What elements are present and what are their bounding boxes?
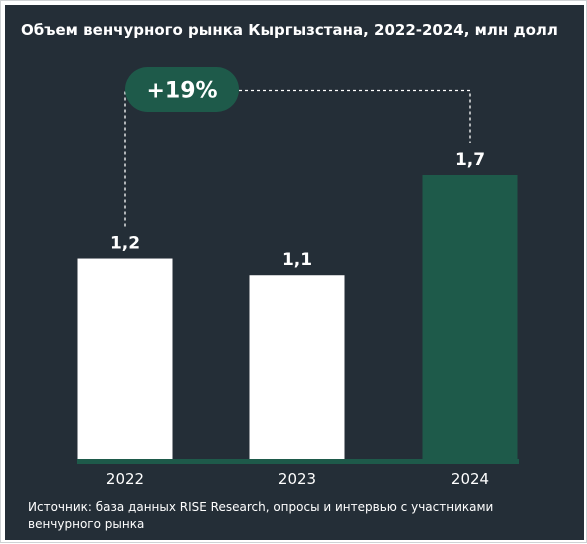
value-label-2024: 1,7 — [455, 150, 485, 170]
growth-badge-label: +19% — [146, 79, 217, 104]
tick-label-2022: 2022 — [106, 470, 144, 488]
value-label-2022: 1,2 — [110, 234, 140, 254]
bar-2024 — [422, 175, 518, 459]
growth-badge — [125, 67, 239, 112]
bar-2023 — [249, 275, 345, 459]
baseline — [77, 459, 519, 464]
chart-title: Объем венчурного рынка Кыргызстана, 2022… — [21, 21, 558, 39]
tick-label-2023: 2023 — [278, 470, 316, 488]
bar-2022 — [77, 258, 173, 459]
source-note: Источник: база данных RISE Research, опр… — [28, 500, 494, 531]
growth-connector-right — [239, 89, 471, 143]
tick-label-2024: 2024 — [451, 470, 489, 488]
value-label-2023: 1,1 — [282, 250, 312, 270]
